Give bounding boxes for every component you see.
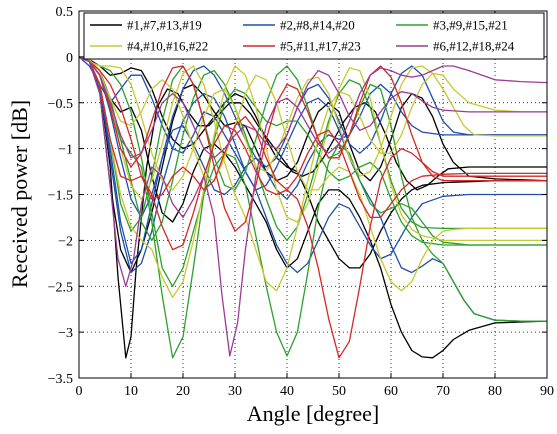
series-line-5-trace-3 <box>79 56 547 219</box>
x-tick-label: 0 <box>76 384 83 399</box>
y-tick-label: 0.5 <box>56 5 74 20</box>
x-tick-label: 70 <box>436 384 450 399</box>
legend-label-6: #6,#12,#18,#24 <box>433 39 515 54</box>
legend: #1,#7,#13,#19 #2,#8,#14,#20 #3,#9,#15,#21 #… <box>83 12 545 60</box>
y-tick-label: −3 <box>58 326 73 341</box>
y-tick-label: −1 <box>58 143 73 158</box>
x-tick-label: 20 <box>176 384 190 399</box>
series-line-6-trace-1 <box>79 56 547 357</box>
legend-box <box>83 12 545 60</box>
series-line-4-trace-2 <box>79 56 547 292</box>
y-tick-label: −1.5 <box>48 189 73 204</box>
series-line-4-trace-3 <box>79 56 547 292</box>
legend-label-1: #1,#7,#13,#19 <box>127 18 202 33</box>
x-tick-label: 30 <box>228 384 242 399</box>
legend-label-2: #2,#8,#14,#20 <box>280 18 355 33</box>
legend-label-4: #4,#10,#16,#22 <box>127 39 208 54</box>
y-tick-label: 0 <box>66 51 73 66</box>
y-tick-label: −2.5 <box>48 280 73 295</box>
series-line-4-trace-1 <box>79 56 547 298</box>
ticks: 0 10 20 30 40 50 60 70 80 90 0.5 0 −0.5 −1 −1.5 −2 −2.5 −… <box>48 5 554 399</box>
series-line-4-trace-4 <box>79 56 547 191</box>
y-tick-label: −0.5 <box>48 97 73 112</box>
series-line-6-trace-2 <box>79 56 547 159</box>
series-line-5-trace-2 <box>79 56 547 232</box>
legend-label-3: #3,#9,#15,#21 <box>433 18 508 33</box>
x-tick-label: 50 <box>332 384 346 399</box>
series-group <box>79 56 547 359</box>
x-tick-label: 10 <box>124 384 138 399</box>
legend-label-5: #5,#11,#17,#23 <box>280 39 361 54</box>
y-tick-label: −3.5 <box>48 372 73 387</box>
x-tick-label: 40 <box>280 384 294 399</box>
series-line-1-trace-1 <box>79 56 547 359</box>
x-tick-label: 80 <box>488 384 502 399</box>
y-tick-label: −2 <box>58 234 73 249</box>
x-axis-title: Angle [degree] <box>247 401 380 426</box>
x-tick-label: 90 <box>540 384 554 399</box>
series-line-3-trace-2 <box>79 56 547 242</box>
y-axis-title: Received power [dB] <box>7 100 32 288</box>
series-line-1-trace-2 <box>79 56 547 274</box>
x-tick-label: 60 <box>384 384 398 399</box>
